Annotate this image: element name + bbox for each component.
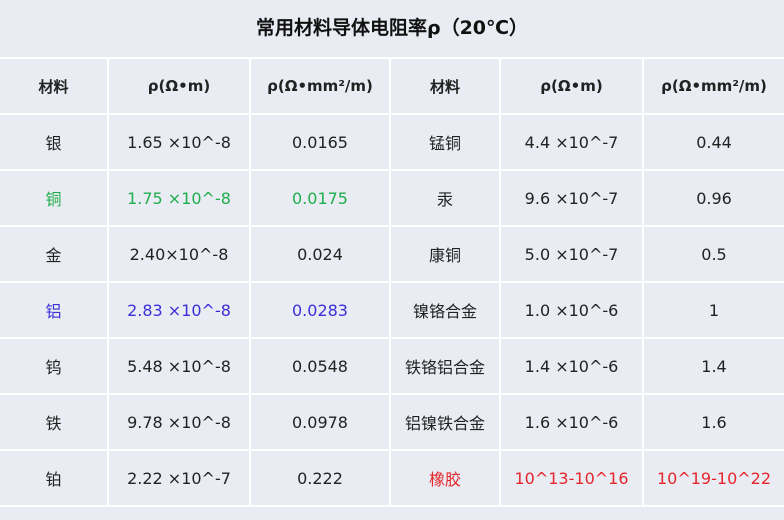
header-rho-ohm-mm2-m: ρ(Ω•mm²/m)	[249, 57, 391, 115]
rho-ohm-mm2-m-cell: 0.222	[249, 449, 391, 507]
table-row: 金 2.40×10^-8 0.024 康铜 5.0 ×10^-7 0.5	[0, 225, 784, 283]
material-cell: 铝镍铁合金	[389, 393, 501, 451]
table-row: 钨 5.48 ×10^-8 0.0548 铁铬铝合金 1.4 ×10^-6 1.4	[0, 337, 784, 395]
rho-ohm-m-cell: 1.0 ×10^-6	[499, 281, 644, 339]
material-cell: 汞	[389, 169, 501, 227]
material-cell: 铜	[0, 169, 109, 227]
header-rho-ohm-m: ρ(Ω•m)	[107, 57, 251, 115]
rho-ohm-m-cell: 2.22 ×10^-7	[107, 449, 251, 507]
rho-ohm-mm2-m-cell: 1	[642, 281, 784, 339]
rho-ohm-m-cell: 5.48 ×10^-8	[107, 337, 251, 395]
rho-ohm-m-cell: 1.75 ×10^-8	[107, 169, 251, 227]
header-rho-ohm-m: ρ(Ω•m)	[499, 57, 644, 115]
rho-ohm-mm2-m-cell: 0.0978	[249, 393, 391, 451]
header-material: 材料	[0, 57, 109, 115]
rho-ohm-mm2-m-cell: 0.0548	[249, 337, 391, 395]
header-rho-ohm-mm2-m: ρ(Ω•mm²/m)	[642, 57, 784, 115]
table-row: 银 1.65 ×10^-8 0.0165 锰铜 4.4 ×10^-7 0.44	[0, 113, 784, 171]
rho-ohm-m-cell: 9.6 ×10^-7	[499, 169, 644, 227]
table-row: 铂 2.22 ×10^-7 0.222 橡胶 10^13-10^16 10^19-10^2…	[0, 449, 784, 507]
material-cell: 金	[0, 225, 109, 283]
header-row: 材料 ρ(Ω•m) ρ(Ω•mm²/m) 材料 ρ(Ω•m) ρ(Ω•mm²/m…	[0, 57, 784, 115]
material-cell: 钨	[0, 337, 109, 395]
rho-ohm-m-cell: 5.0 ×10^-7	[499, 225, 644, 283]
rho-ohm-mm2-m-cell: 0.96	[642, 169, 784, 227]
material-cell: 锰铜	[389, 113, 501, 171]
material-cell: 镍铬合金	[389, 281, 501, 339]
material-cell: 铝	[0, 281, 109, 339]
material-cell: 铁铬铝合金	[389, 337, 501, 395]
rho-ohm-mm2-m-cell: 0.024	[249, 225, 391, 283]
rho-ohm-m-cell: 1.6 ×10^-6	[499, 393, 644, 451]
header-material: 材料	[389, 57, 501, 115]
material-cell: 铂	[0, 449, 109, 507]
rho-ohm-m-cell: 1.4 ×10^-6	[499, 337, 644, 395]
rho-ohm-m-cell: 2.40×10^-8	[107, 225, 251, 283]
rho-ohm-mm2-m-cell: 0.0283	[249, 281, 391, 339]
table-title: 常用材料导体电阻率ρ（20℃）	[255, 17, 529, 39]
rho-ohm-mm2-m-cell: 1.4	[642, 337, 784, 395]
rho-ohm-mm2-m-cell: 1.6	[642, 393, 784, 451]
table-row: 铁 9.78 ×10^-8 0.0978 铝镍铁合金 1.6 ×10^-6 1.6	[0, 393, 784, 451]
table-row: 铜 1.75 ×10^-8 0.0175 汞 9.6 ×10^-7 0.96	[0, 169, 784, 227]
table-row: 铝 2.83 ×10^-8 0.0283 镍铬合金 1.0 ×10^-6 1	[0, 281, 784, 339]
rho-ohm-m-cell: 10^13-10^16	[499, 449, 644, 507]
rho-ohm-mm2-m-cell: 0.0175	[249, 169, 391, 227]
rho-ohm-m-cell: 2.83 ×10^-8	[107, 281, 251, 339]
rho-ohm-mm2-m-cell: 0.5	[642, 225, 784, 283]
material-cell: 康铜	[389, 225, 501, 283]
material-cell: 铁	[0, 393, 109, 451]
rho-ohm-mm2-m-cell: 0.44	[642, 113, 784, 171]
material-cell: 橡胶	[389, 449, 501, 507]
resistivity-table: 材料 ρ(Ω•m) ρ(Ω•mm²/m) 材料 ρ(Ω•m) ρ(Ω•mm²/m…	[0, 57, 784, 507]
rho-ohm-m-cell: 4.4 ×10^-7	[499, 113, 644, 171]
rho-ohm-mm2-m-cell: 0.0165	[249, 113, 391, 171]
rho-ohm-m-cell: 9.78 ×10^-8	[107, 393, 251, 451]
material-cell: 银	[0, 113, 109, 171]
rho-ohm-m-cell: 1.65 ×10^-8	[107, 113, 251, 171]
rho-ohm-mm2-m-cell: 10^19-10^22	[642, 449, 784, 507]
